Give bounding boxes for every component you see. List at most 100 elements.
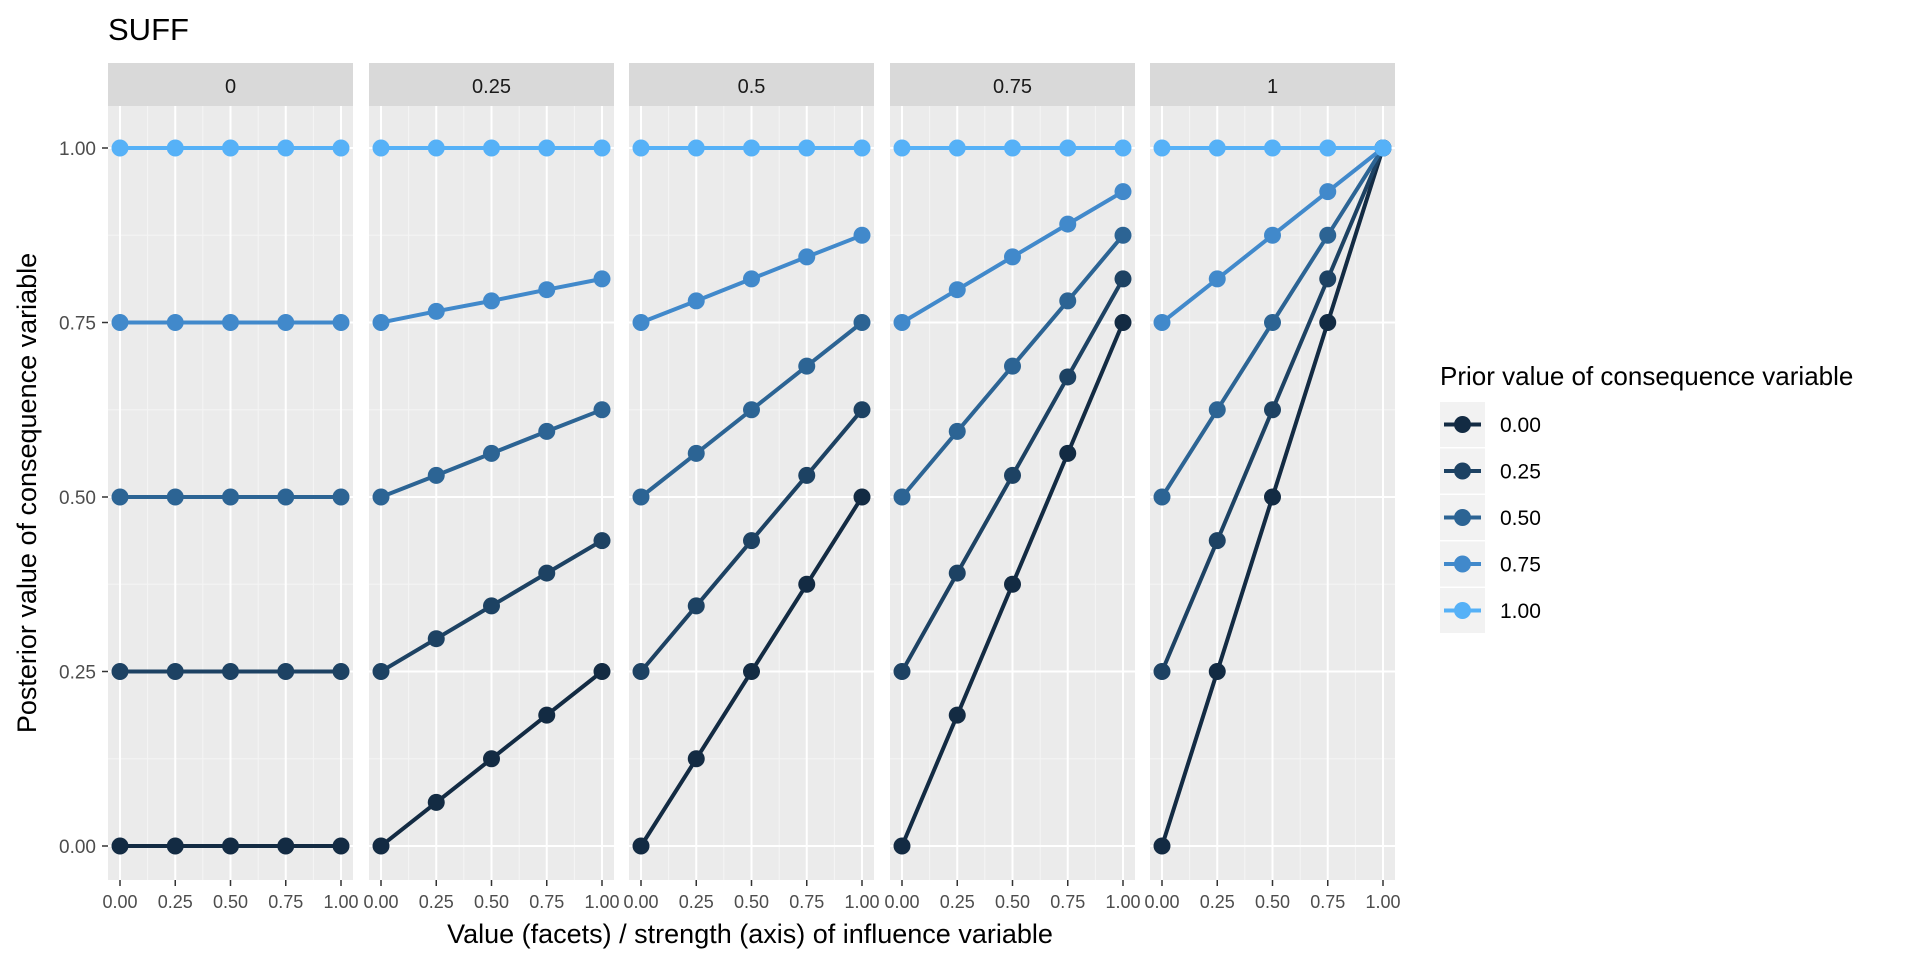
data-point	[277, 837, 295, 855]
data-point	[1114, 270, 1132, 288]
y-tick-label: 0.50	[59, 488, 96, 509]
x-tick-label: 1.00	[323, 892, 358, 912]
data-point	[632, 837, 650, 855]
data-point	[593, 270, 611, 288]
data-point	[332, 663, 350, 680]
data-point	[948, 281, 966, 299]
data-point	[1004, 139, 1021, 157]
y-tick-label: 0.00	[59, 837, 96, 858]
x-tick-label: 0.00	[623, 892, 658, 912]
data-point	[687, 750, 705, 768]
data-point	[1319, 183, 1337, 201]
facet-panel-0: 0 0.00 0.25 0.50 0.75 1.00	[102, 63, 359, 912]
data-point	[743, 401, 760, 419]
data-point	[538, 281, 556, 299]
legend-item-0.00: 0.00	[1440, 402, 1541, 447]
data-point	[538, 706, 556, 724]
data-point	[483, 750, 500, 768]
data-point	[483, 597, 500, 615]
x-tick-label: 0.75	[1050, 892, 1085, 912]
x-tick-label: 0.00	[1144, 892, 1179, 912]
facet-panel-4: 1 0.00 0.25 0.50 0.75 1.00	[1144, 63, 1401, 912]
legend-item-0.50: 0.50	[1440, 495, 1541, 540]
legend-label: 0.25	[1500, 461, 1541, 484]
data-point	[372, 488, 390, 506]
data-point	[372, 663, 390, 680]
data-point	[372, 139, 390, 157]
x-tick-label: 0.50	[1255, 892, 1290, 912]
data-point	[1264, 139, 1281, 157]
data-point	[743, 139, 760, 157]
facet-strip-label: 0.5	[738, 76, 766, 98]
x-tick-label: 0.75	[1310, 892, 1345, 912]
facet-strip-label: 0.25	[472, 76, 511, 98]
facet-strip-label: 0.75	[993, 76, 1032, 98]
data-point	[332, 488, 350, 506]
data-point	[277, 139, 295, 157]
data-point	[1208, 401, 1226, 419]
x-tick-label: 1.00	[844, 892, 879, 912]
legend-item-0.25: 0.25	[1440, 448, 1541, 494]
data-point	[1153, 663, 1171, 680]
data-point	[427, 466, 445, 484]
data-point	[483, 139, 500, 157]
data-point	[743, 270, 760, 288]
legend-key-point	[1454, 416, 1471, 433]
data-point	[893, 488, 911, 506]
data-point	[111, 663, 129, 680]
data-point	[948, 706, 966, 724]
data-point	[632, 488, 650, 506]
data-point	[111, 837, 129, 855]
facet-panel-2: 0.5 0.00 0.25 0.50 0.75 1.00	[623, 63, 880, 912]
data-point	[332, 139, 350, 157]
data-point	[798, 357, 816, 375]
data-point	[483, 292, 500, 310]
facet-strip	[369, 63, 614, 106]
data-point	[1153, 139, 1171, 157]
data-point	[427, 302, 445, 320]
data-point	[948, 139, 966, 157]
data-point	[222, 837, 239, 855]
chart-title: SUFF	[108, 12, 189, 47]
data-point	[332, 314, 350, 331]
data-point	[538, 564, 556, 582]
data-point	[166, 837, 184, 855]
legend-label: 0.50	[1500, 507, 1541, 530]
data-point	[798, 139, 816, 157]
facet-strip	[1150, 63, 1395, 106]
data-point	[111, 488, 129, 506]
data-point	[222, 488, 239, 506]
x-tick-label: 0.50	[474, 892, 509, 912]
data-point	[1153, 488, 1171, 506]
legend-item-0.75: 0.75	[1440, 541, 1541, 587]
data-point	[853, 314, 871, 331]
data-point	[632, 139, 650, 157]
data-point	[743, 532, 760, 550]
data-point	[277, 488, 295, 506]
data-point	[1264, 401, 1281, 419]
data-point	[1208, 139, 1226, 157]
facet-panel-3: 0.75 0.00 0.25 0.50 0.75 1.00	[884, 63, 1141, 912]
x-tick-label: 0.75	[268, 892, 303, 912]
legend-key-point	[1454, 555, 1471, 573]
data-point	[853, 401, 871, 419]
legend-item-1.00: 1.00	[1440, 588, 1541, 633]
data-point	[632, 663, 650, 680]
data-point	[632, 314, 650, 331]
data-point	[166, 139, 184, 157]
legend-label: 1.00	[1500, 600, 1541, 623]
data-point	[1004, 575, 1021, 593]
facet-strip	[890, 63, 1135, 106]
x-tick-label: 0.00	[363, 892, 398, 912]
data-point	[222, 314, 239, 331]
data-point	[222, 139, 239, 157]
x-tick-label: 1.00	[1105, 892, 1140, 912]
legend-key-point	[1454, 462, 1471, 480]
data-point	[332, 837, 350, 855]
data-point	[893, 139, 911, 157]
data-point	[277, 663, 295, 680]
legend-title: Prior value of consequence variable	[1440, 361, 1853, 391]
x-tick-label: 0.75	[789, 892, 824, 912]
data-point	[1264, 488, 1281, 506]
